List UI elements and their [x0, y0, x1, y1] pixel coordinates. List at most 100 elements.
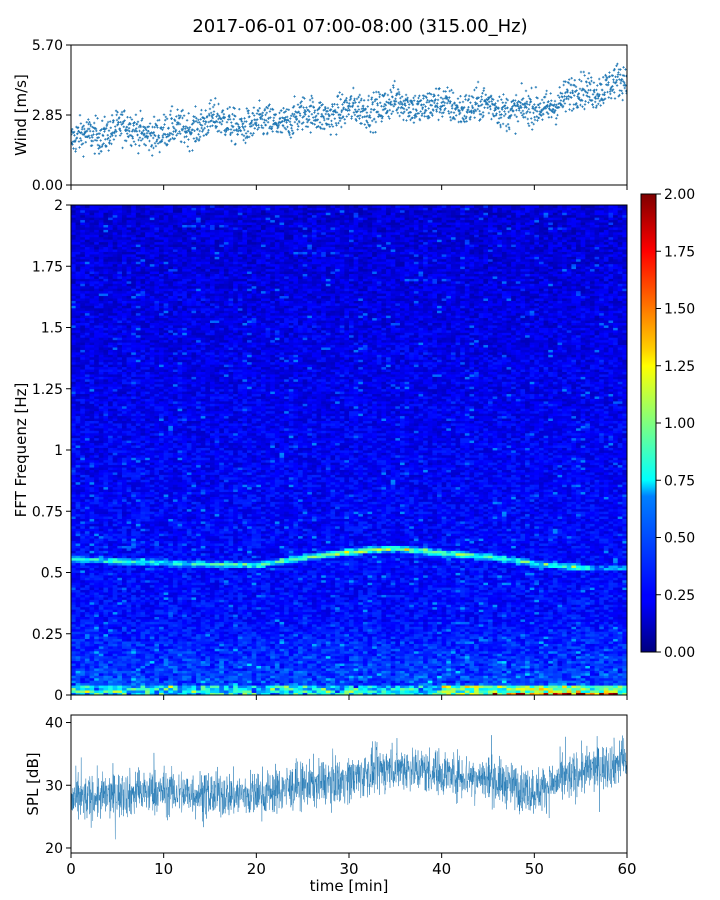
- spectrogram-cell: [117, 573, 122, 576]
- spectrogram-cell: [103, 555, 108, 558]
- spectrogram-cell: [108, 614, 113, 617]
- spectrogram-cell: [117, 448, 122, 451]
- spectrogram-cell: [164, 254, 169, 257]
- spectrogram-cell: [178, 636, 183, 639]
- spectrogram-cell: [90, 624, 95, 627]
- spectrogram-cell: [76, 259, 81, 262]
- spectrogram-cell: [168, 599, 173, 602]
- spectrogram-cell: [168, 254, 173, 257]
- spectrogram-cell: [154, 675, 159, 678]
- spectrogram-cell: [76, 337, 81, 340]
- spectrogram-cell: [127, 492, 132, 495]
- spectrogram-cell: [131, 509, 136, 512]
- spectrogram-cell: [145, 426, 150, 429]
- spectrogram-cell: [136, 560, 141, 563]
- spectrogram-cell: [145, 394, 150, 397]
- spectrogram-cell: [90, 426, 95, 429]
- spectrogram-cell: [122, 296, 127, 299]
- spectrogram-cell: [136, 369, 141, 372]
- spectrogram-cell: [154, 421, 159, 424]
- spectrogram-cell: [127, 582, 132, 585]
- spectrogram-cell: [85, 614, 90, 617]
- spectrogram-cell: [71, 293, 76, 296]
- spectrogram-cell: [145, 403, 150, 406]
- spectrogram-cell: [131, 230, 136, 233]
- spectrogram-cell: [99, 401, 104, 404]
- spectrogram-cell: [131, 279, 136, 282]
- spectrogram-cell: [90, 279, 95, 282]
- spectrogram-cell: [131, 413, 136, 416]
- spectrogram-cell: [131, 364, 136, 367]
- spectrogram-cell: [145, 239, 150, 242]
- spectrogram-cell: [127, 514, 132, 517]
- spectrogram-cell: [71, 225, 76, 228]
- spectrogram-cell: [113, 328, 118, 331]
- spectrogram-cell: [117, 222, 122, 225]
- spectrogram-cell: [127, 609, 132, 612]
- spectrogram-cell: [90, 521, 95, 524]
- spectrogram-cell: [145, 323, 150, 326]
- spectrogram-cell: [168, 653, 173, 656]
- spectrogram-cell: [85, 609, 90, 612]
- spectrogram-cell: [164, 519, 169, 522]
- spectrogram-cell: [122, 207, 127, 210]
- spectrogram-cell: [85, 475, 90, 478]
- spectrogram-cell: [178, 305, 183, 308]
- spectrogram-cell: [117, 320, 122, 323]
- spectrogram-cell: [182, 477, 187, 480]
- spectrogram-cell: [71, 276, 76, 279]
- spectrogram-cell: [164, 639, 169, 642]
- spectrogram-cell: [122, 242, 127, 245]
- spectrogram-cell: [136, 230, 141, 233]
- spectrogram-cell: [168, 259, 173, 262]
- spectrogram-cell: [173, 350, 178, 353]
- spectrogram-cell: [113, 308, 118, 311]
- spectrogram-cell: [168, 501, 173, 504]
- spectrogram-cell: [145, 489, 150, 492]
- spectrogram-cell: [71, 521, 76, 524]
- spectrogram-cell: [173, 220, 178, 223]
- spectrogram-cell: [94, 440, 99, 443]
- spectrogram-cell: [182, 482, 187, 485]
- spectrogram-cell: [141, 330, 146, 333]
- spectrogram-cell: [173, 477, 178, 480]
- spectrogram-cell: [99, 217, 104, 220]
- spectrogram-cell: [168, 421, 173, 424]
- spectrogram-cell: [136, 671, 141, 674]
- spectrogram-cell: [94, 438, 99, 441]
- spectrogram-cell: [173, 470, 178, 473]
- spectrogram-cell: [141, 531, 146, 534]
- spectrogram-cell: [168, 467, 173, 470]
- spectrogram-cell: [99, 607, 104, 610]
- spectrogram-cell: [173, 401, 178, 404]
- spectrogram-cell: [117, 501, 122, 504]
- spectrogram-cell: [131, 379, 136, 382]
- spectrogram-cell: [141, 671, 146, 674]
- spectrogram-cell: [108, 671, 113, 674]
- spectrogram-cell: [90, 550, 95, 553]
- spectrogram-cell: [141, 325, 146, 328]
- spectrogram-cell: [71, 509, 76, 512]
- spectrogram-cell: [76, 531, 81, 534]
- spectrogram-cell: [99, 455, 104, 458]
- spectrogram-cell: [173, 416, 178, 419]
- spectrogram-cell: [122, 553, 127, 556]
- spectrogram-cell: [159, 448, 164, 451]
- spectrogram-cell: [150, 511, 155, 514]
- spectrogram-cell: [113, 587, 118, 590]
- spectrogram-cell: [80, 406, 85, 409]
- spectrogram-cell: [127, 315, 132, 318]
- spectrogram-cell: [90, 232, 95, 235]
- spectrogram-cell: [150, 570, 155, 573]
- spectrogram-cell: [159, 585, 164, 588]
- spectrogram-cell: [164, 232, 169, 235]
- spectrogram-cell: [117, 680, 122, 683]
- spectrogram-cell: [122, 555, 127, 558]
- spectrogram-cell: [145, 234, 150, 237]
- spectrogram-cell: [99, 690, 104, 693]
- spectrogram-cell: [80, 489, 85, 492]
- spectrogram-cell: [99, 256, 104, 259]
- spectrogram-cell: [150, 276, 155, 279]
- spectrogram-cell: [145, 266, 150, 269]
- spectrogram-cell: [76, 227, 81, 230]
